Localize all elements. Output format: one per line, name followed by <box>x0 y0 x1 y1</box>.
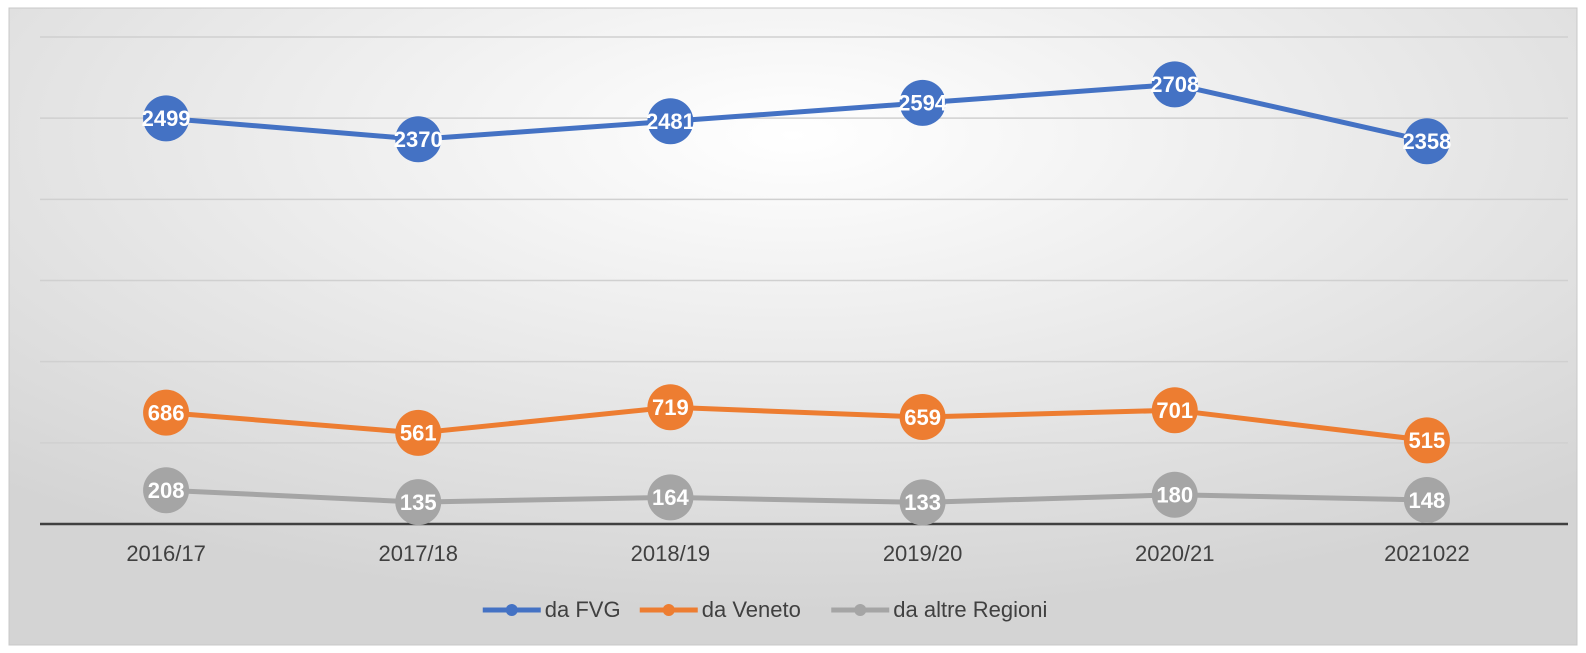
data-label: 148 <box>1409 488 1446 513</box>
data-label: 2358 <box>1402 129 1451 154</box>
data-label: 561 <box>400 421 437 446</box>
data-point <box>647 384 694 431</box>
data-label: 515 <box>1409 428 1446 453</box>
data-point <box>143 389 190 436</box>
data-point <box>1403 417 1450 464</box>
series-line <box>165 81 1428 144</box>
chart-background <box>8 7 1578 646</box>
legend-label: da Veneto <box>702 597 801 622</box>
data-point <box>395 116 442 163</box>
data-label: 180 <box>1156 483 1193 508</box>
data-point <box>647 98 694 145</box>
series-line <box>165 487 1427 505</box>
legend-label: da altre Regioni <box>893 597 1047 622</box>
data-label: 2499 <box>142 106 191 131</box>
data-label: 2481 <box>646 109 695 134</box>
data-label: 686 <box>148 400 185 425</box>
data-point <box>395 409 442 456</box>
x-tick-label: 2018/19 <box>631 541 711 566</box>
legend-label: da FVG <box>545 597 621 622</box>
x-tick-label: 2019/20 <box>883 541 963 566</box>
data-point <box>899 479 946 526</box>
data-label: 659 <box>904 405 941 430</box>
x-tick-label: 2020/21 <box>1135 541 1215 566</box>
legend-marker <box>854 604 867 616</box>
x-tick-label: 2017/18 <box>378 541 458 566</box>
data-label: 208 <box>148 478 185 503</box>
data-label: 2370 <box>394 127 443 152</box>
legend-marker <box>505 604 518 616</box>
x-tick-label: 2021022 <box>1384 541 1470 566</box>
data-point <box>1151 471 1198 518</box>
data-label: 2708 <box>1150 72 1199 97</box>
data-label: 2594 <box>898 91 948 116</box>
data-label: 135 <box>400 490 437 515</box>
data-label: 701 <box>1156 398 1193 423</box>
data-point <box>1403 476 1450 523</box>
data-label: 719 <box>652 395 689 420</box>
data-label: 164 <box>652 485 689 510</box>
data-label: 133 <box>904 490 941 515</box>
data-point <box>143 467 190 514</box>
data-point <box>647 474 694 521</box>
data-point <box>1151 61 1198 108</box>
data-point <box>143 95 190 142</box>
legend-marker <box>662 604 675 616</box>
data-point <box>899 394 946 441</box>
x-tick-label: 2016/17 <box>126 541 206 566</box>
data-point <box>899 79 946 126</box>
data-point <box>395 479 442 526</box>
series-line <box>165 404 1428 443</box>
data-point <box>1403 118 1450 165</box>
data-point <box>1151 387 1198 434</box>
